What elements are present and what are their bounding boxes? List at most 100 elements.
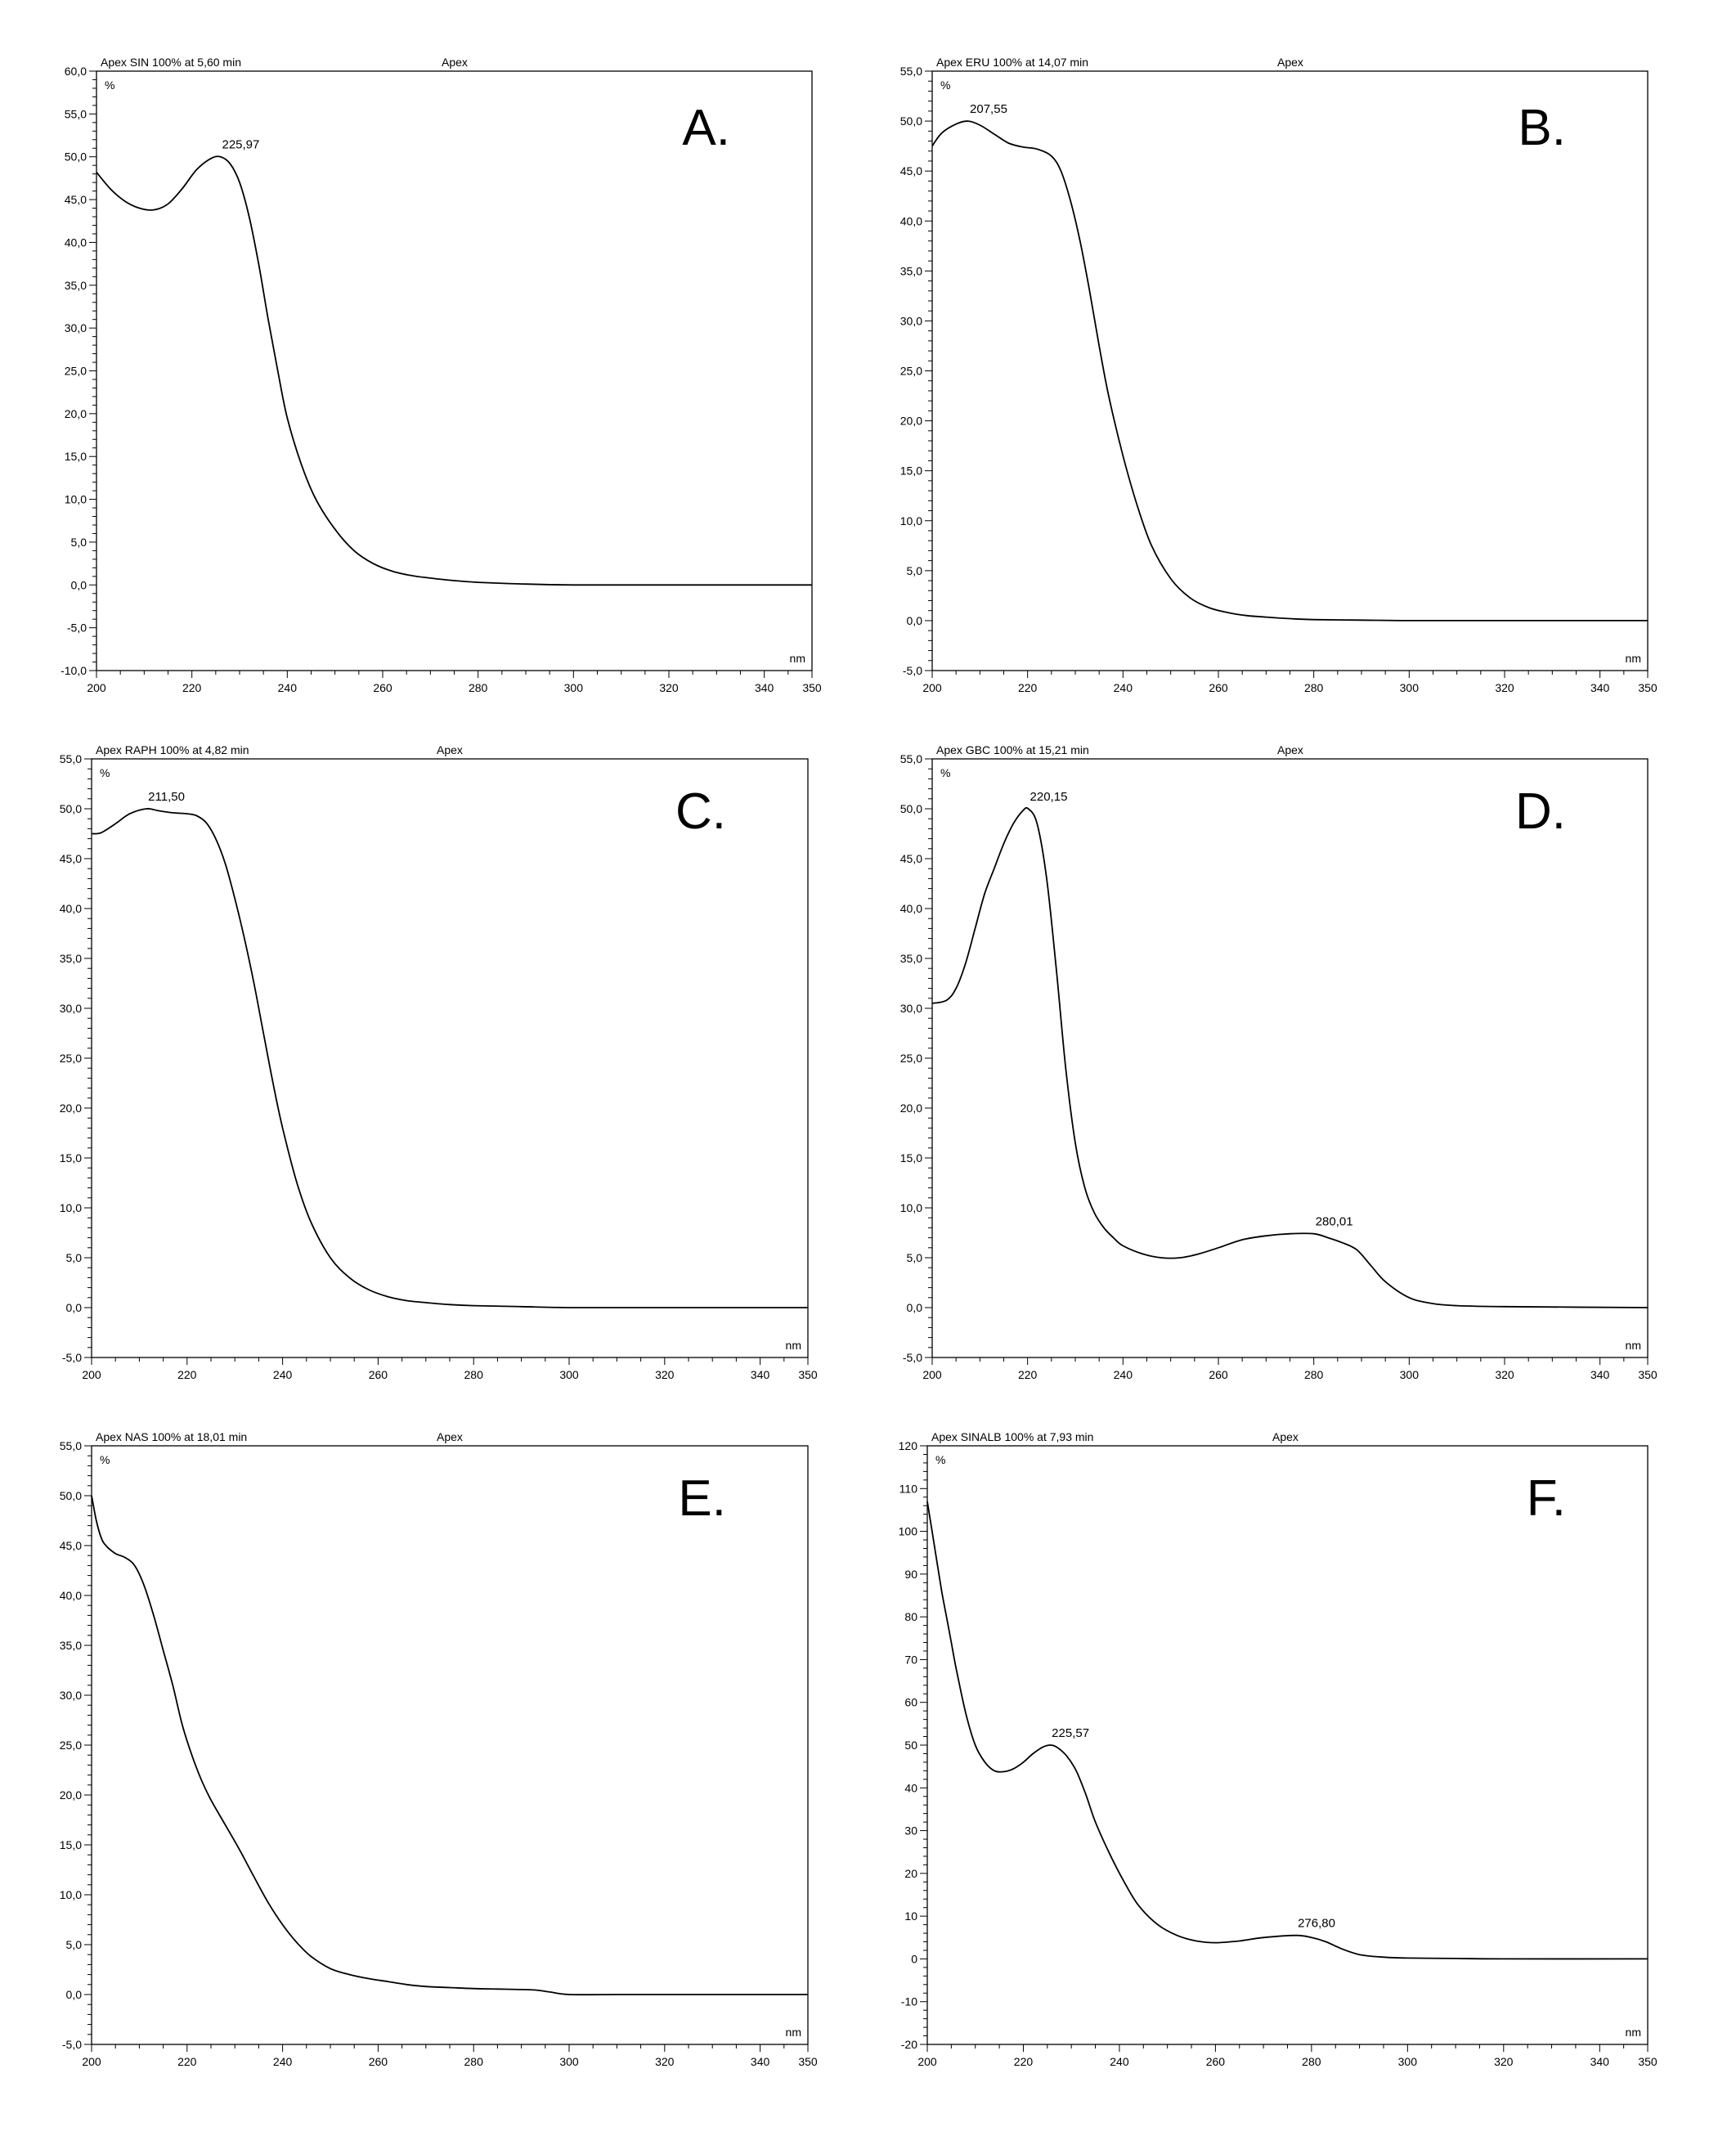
x-tick-label: 320 bbox=[1495, 681, 1514, 694]
y-tick-label: 20,0 bbox=[60, 1102, 82, 1115]
peak-label: 207,55 bbox=[970, 102, 1007, 116]
y-tick-label: 50,0 bbox=[65, 150, 87, 164]
x-tick-label: 220 bbox=[177, 1368, 197, 1381]
x-tick-label: 280 bbox=[464, 2055, 484, 2068]
x-tick-label: 240 bbox=[1114, 1368, 1133, 1381]
y-tick-label: -5,0 bbox=[903, 664, 922, 677]
x-tick-label: 280 bbox=[1304, 681, 1324, 694]
peak-label: 220,15 bbox=[1030, 790, 1068, 804]
y-tick-label: 30,0 bbox=[900, 1002, 922, 1015]
chart-header-left: Apex SIN 100% at 5,60 min bbox=[101, 56, 241, 69]
y-tick-label: 50,0 bbox=[60, 1489, 82, 1502]
x-tick-label: 260 bbox=[1209, 681, 1228, 694]
y-tick-label: 30 bbox=[904, 1824, 917, 1838]
x-tick-label: 300 bbox=[1400, 1368, 1420, 1381]
chart-header-center: Apex bbox=[1272, 1430, 1299, 1443]
panel-label: A. bbox=[682, 100, 730, 156]
y-tick-label: 60,0 bbox=[65, 65, 87, 78]
y-axis-label: % bbox=[940, 766, 950, 779]
y-tick-label: 35,0 bbox=[65, 279, 87, 292]
y-tick-label: 20,0 bbox=[900, 415, 922, 428]
peak-label: 211,50 bbox=[148, 790, 185, 804]
x-tick-label: 350 bbox=[798, 2055, 818, 2068]
chart-header-center: Apex bbox=[437, 743, 463, 756]
y-tick-label: -5,0 bbox=[62, 1351, 82, 1364]
x-tick-label: 340 bbox=[1590, 2055, 1610, 2068]
chart-header-left: Apex NAS 100% at 18,01 min bbox=[96, 1430, 247, 1443]
y-tick-label: -5,0 bbox=[62, 2038, 82, 2051]
y-tick-label: 0,0 bbox=[907, 1301, 923, 1314]
y-tick-label: 55,0 bbox=[60, 752, 82, 765]
y-tick-label: 100 bbox=[899, 1525, 918, 1538]
x-tick-label: 220 bbox=[177, 2055, 197, 2068]
spectrum-line bbox=[931, 120, 1648, 622]
y-tick-label: 50,0 bbox=[60, 802, 82, 815]
spectrum-line bbox=[91, 1495, 808, 1996]
panel-label: B. bbox=[1518, 100, 1566, 156]
chart-header-left: Apex ERU 100% at 14,07 min bbox=[936, 56, 1088, 69]
y-tick-label: 35,0 bbox=[900, 952, 922, 965]
y-tick-label: 35,0 bbox=[60, 952, 82, 965]
y-tick-label: 20,0 bbox=[65, 407, 87, 420]
x-tick-label: 200 bbox=[82, 1368, 101, 1381]
x-tick-label: 240 bbox=[273, 2055, 293, 2068]
y-tick-label: 35,0 bbox=[60, 1639, 82, 1652]
y-tick-label: 0,0 bbox=[907, 614, 923, 627]
x-tick-label: 240 bbox=[273, 1368, 293, 1381]
x-tick-label: 220 bbox=[1014, 2055, 1034, 2068]
x-tick-label: 350 bbox=[1638, 1368, 1657, 1381]
y-tick-label: 5,0 bbox=[907, 564, 923, 577]
y-tick-label: 80 bbox=[904, 1610, 917, 1623]
x-tick-label: 350 bbox=[1638, 681, 1657, 694]
y-tick-label: 15,0 bbox=[900, 1151, 922, 1164]
x-tick-label: 350 bbox=[798, 1368, 818, 1381]
y-tick-label: 10,0 bbox=[900, 1201, 922, 1214]
y-tick-label: 15,0 bbox=[60, 1838, 82, 1851]
y-tick-label: 0,0 bbox=[66, 1988, 83, 2001]
x-tick-label: 200 bbox=[87, 681, 106, 694]
chart-header-center: Apex bbox=[437, 1430, 463, 1443]
peak-label: 225,97 bbox=[222, 138, 259, 152]
x-tick-label: 260 bbox=[1209, 1368, 1228, 1381]
y-tick-label: 10,0 bbox=[900, 514, 922, 527]
y-tick-label: 50 bbox=[904, 1739, 917, 1752]
y-tick-label: 25,0 bbox=[900, 365, 922, 378]
x-tick-label: 340 bbox=[755, 681, 774, 694]
y-tick-label: 90 bbox=[904, 1568, 917, 1581]
x-tick-label: 200 bbox=[922, 1368, 942, 1381]
y-tick-label: 55,0 bbox=[900, 752, 922, 765]
chart-panel-1: 200 220 240 260 280 300 320 340 350 60,0 55,0 50,0 4… bbox=[61, 56, 822, 694]
x-tick-label: 320 bbox=[1494, 2055, 1514, 2068]
x-tick-label: 350 bbox=[802, 681, 822, 694]
y-tick-label: 5,0 bbox=[66, 1938, 83, 1951]
x-tick-label: 340 bbox=[751, 1368, 770, 1381]
x-tick-label: 200 bbox=[922, 681, 942, 694]
y-tick-label: -20 bbox=[901, 2038, 917, 2051]
spectrum-line bbox=[96, 155, 812, 586]
y-tick-label: 45,0 bbox=[65, 193, 87, 206]
y-tick-label: 50,0 bbox=[900, 802, 922, 815]
x-tick-label: 340 bbox=[1590, 681, 1610, 694]
x-tick-label: 280 bbox=[464, 1368, 484, 1381]
x-tick-label: 260 bbox=[1206, 2055, 1226, 2068]
x-tick-label: 220 bbox=[1018, 681, 1038, 694]
y-tick-label: 5,0 bbox=[71, 536, 87, 549]
y-tick-label: 0 bbox=[911, 1952, 917, 1965]
x-tick-label: 240 bbox=[1110, 2055, 1129, 2068]
chart-panel-4: 200 220 240 260 280 300 320 340 350 55,0 50,0 45,0 4… bbox=[900, 743, 1657, 1381]
panel-label: D. bbox=[1515, 783, 1566, 840]
chart-header-center: Apex bbox=[1277, 56, 1303, 69]
x-tick-label: 300 bbox=[559, 2055, 579, 2068]
y-axis-label: % bbox=[935, 1453, 945, 1466]
panel-label: F. bbox=[1527, 1470, 1566, 1527]
x-tick-label: 260 bbox=[369, 1368, 388, 1381]
y-tick-label: 40,0 bbox=[900, 214, 922, 227]
x-tick-label: 280 bbox=[469, 681, 488, 694]
y-tick-label: -10,0 bbox=[61, 664, 87, 677]
x-axis-label: nm bbox=[786, 1339, 801, 1352]
y-tick-label: 45,0 bbox=[900, 852, 922, 865]
y-tick-label: 45,0 bbox=[900, 164, 922, 177]
plot-frame bbox=[91, 758, 809, 1358]
x-axis-label: nm bbox=[786, 2026, 801, 2039]
chart-panel-5: 200 220 240 260 280 300 320 340 350 55,0 50,0 45,0 4… bbox=[60, 1430, 818, 2068]
